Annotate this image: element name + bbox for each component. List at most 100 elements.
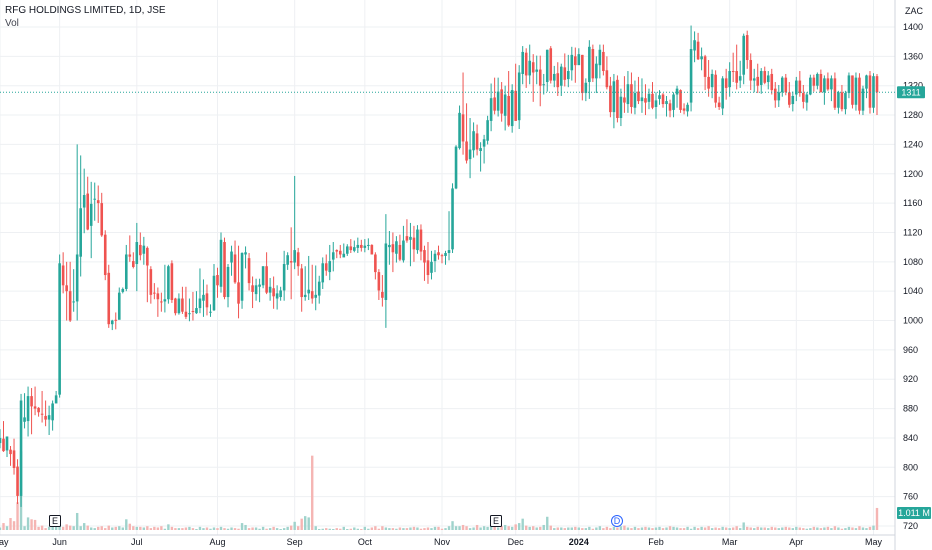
candle-body bbox=[584, 82, 588, 94]
volume-bar bbox=[493, 524, 496, 530]
candle-body bbox=[103, 234, 107, 276]
candle-body bbox=[16, 466, 19, 496]
volume-bar bbox=[167, 524, 170, 530]
volume-bar bbox=[202, 528, 205, 530]
volume-bar bbox=[875, 507, 879, 530]
volume-bar bbox=[770, 526, 773, 530]
candle-body bbox=[833, 78, 837, 108]
candle-body bbox=[345, 246, 349, 254]
volume-bar bbox=[577, 527, 581, 530]
volume-bar bbox=[472, 527, 475, 530]
candle-body bbox=[177, 298, 181, 314]
volume-bar bbox=[826, 526, 830, 530]
candle-body bbox=[510, 90, 514, 127]
volume-bar bbox=[240, 523, 244, 530]
candle-body bbox=[738, 76, 742, 81]
candle-body bbox=[23, 417, 26, 422]
candle-body bbox=[686, 104, 689, 112]
volume-bar bbox=[854, 528, 858, 530]
candle-body bbox=[468, 149, 472, 160]
candle-body bbox=[623, 97, 626, 103]
volume-bar bbox=[728, 528, 731, 530]
candle-body bbox=[377, 272, 381, 291]
candle-body bbox=[812, 77, 816, 86]
candle-body bbox=[710, 73, 714, 88]
volume-bar bbox=[581, 528, 584, 530]
candle-body bbox=[752, 78, 756, 81]
candle-body bbox=[542, 84, 546, 86]
volume-bar bbox=[510, 526, 514, 530]
candle-body bbox=[135, 242, 139, 265]
volume-bar bbox=[717, 528, 721, 530]
y-tick-label: 720 bbox=[903, 521, 918, 531]
volume-bar bbox=[819, 528, 823, 530]
candle-body bbox=[454, 146, 458, 189]
volume-bar bbox=[374, 526, 377, 530]
volume-bar bbox=[286, 526, 289, 530]
candle-body bbox=[335, 250, 339, 252]
volume-label: Vol bbox=[5, 18, 19, 29]
y-tick-label: 1160 bbox=[903, 198, 922, 208]
volume-bar bbox=[703, 527, 707, 530]
candle-body bbox=[374, 254, 377, 273]
volume-bar bbox=[349, 528, 352, 530]
volume-bar bbox=[174, 528, 177, 530]
volume-bar bbox=[363, 526, 367, 530]
y-tick-label: 1320 bbox=[903, 81, 923, 91]
candle-body bbox=[570, 54, 574, 71]
volume-bar bbox=[367, 528, 370, 530]
volume-bar bbox=[465, 526, 468, 530]
volume-bar bbox=[602, 528, 605, 530]
candle-body bbox=[591, 49, 595, 79]
candle-body bbox=[19, 400, 23, 496]
volume-bar bbox=[447, 526, 451, 530]
candle-body bbox=[612, 81, 616, 113]
candle-body bbox=[588, 46, 591, 83]
volume-bar bbox=[279, 529, 282, 530]
candle-body bbox=[205, 293, 209, 308]
volume-bar bbox=[598, 526, 602, 530]
volume-bar bbox=[5, 526, 9, 530]
volume-bar bbox=[353, 527, 356, 530]
volume-bar bbox=[816, 527, 819, 530]
volume-bar bbox=[82, 523, 86, 530]
x-tick-label: Feb bbox=[648, 537, 664, 547]
candle-body bbox=[745, 35, 749, 61]
candle-body bbox=[735, 71, 738, 83]
volume-bar bbox=[318, 529, 321, 530]
volume-bar bbox=[405, 528, 409, 530]
candle-body bbox=[202, 294, 205, 301]
volume-bar bbox=[188, 526, 191, 530]
y-tick-label: 1400 bbox=[903, 22, 923, 32]
last-volume-value: 1.011 M bbox=[898, 508, 930, 518]
volume-bar bbox=[342, 526, 345, 530]
volume-bar bbox=[837, 527, 840, 530]
volume-bar bbox=[833, 526, 837, 530]
candle-body bbox=[191, 310, 195, 312]
candle-body bbox=[124, 254, 128, 289]
volume-bar bbox=[872, 525, 875, 530]
volume-bar bbox=[517, 523, 521, 530]
volume-bar bbox=[560, 527, 563, 530]
candle-body bbox=[268, 286, 272, 293]
volume-bar bbox=[823, 527, 826, 530]
candle-body bbox=[82, 195, 86, 208]
candle-body bbox=[244, 252, 247, 255]
candle-body bbox=[293, 250, 296, 263]
volume-bar bbox=[237, 528, 240, 530]
candle-body bbox=[545, 49, 549, 83]
candle-body bbox=[788, 92, 791, 105]
volume-bar bbox=[205, 527, 209, 530]
volume-bar bbox=[774, 527, 777, 530]
candle-body bbox=[40, 413, 44, 415]
volume-bar bbox=[812, 526, 816, 530]
volume-bar bbox=[753, 528, 756, 530]
volume-bar bbox=[868, 526, 872, 530]
volume-bar bbox=[574, 526, 577, 530]
x-tick-label: 2024 bbox=[569, 537, 589, 547]
candle-body bbox=[381, 291, 384, 298]
volume-bar bbox=[700, 526, 703, 530]
volume-bar bbox=[619, 526, 623, 530]
candle-body bbox=[261, 266, 265, 286]
